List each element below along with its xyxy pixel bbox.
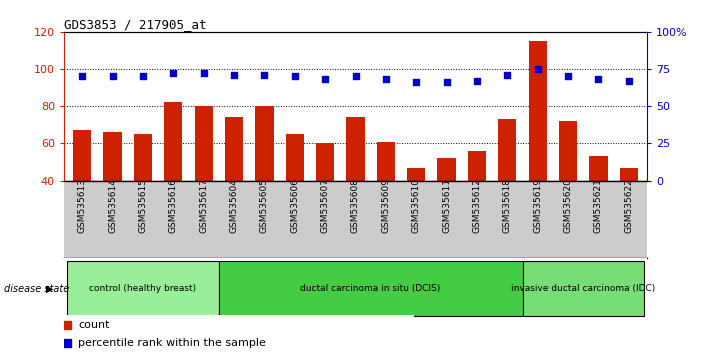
Point [502, 72, 513, 78]
Text: GDS3853 / 217905_at: GDS3853 / 217905_at [64, 18, 206, 31]
Text: control (healthy breast): control (healthy breast) [90, 284, 196, 293]
Bar [104, 132, 122, 255]
Bar [437, 158, 456, 255]
Bar [620, 167, 638, 255]
Bar [225, 118, 243, 255]
Bar [219, 261, 523, 316]
Bar [73, 130, 91, 255]
Point [137, 74, 149, 79]
Bar [377, 142, 395, 255]
Bar [67, 261, 219, 316]
Point [289, 74, 301, 79]
Bar [286, 134, 304, 255]
Bar [195, 106, 213, 255]
Point [77, 74, 88, 79]
Bar [134, 134, 152, 255]
Point [62, 340, 73, 346]
Bar [164, 103, 183, 255]
Bar [589, 156, 607, 255]
Text: ▶: ▶ [46, 284, 53, 293]
Point [471, 78, 483, 84]
Bar [528, 41, 547, 255]
Point [350, 74, 361, 79]
Bar [316, 143, 334, 255]
Point [532, 66, 543, 72]
Point [168, 71, 179, 76]
Text: invasive ductal carcinoma (IDC): invasive ductal carcinoma (IDC) [511, 284, 656, 293]
Bar [559, 121, 577, 255]
Point [62, 322, 73, 328]
Point [562, 74, 574, 79]
Point [319, 76, 331, 82]
Text: percentile rank within the sample: percentile rank within the sample [78, 338, 266, 348]
Point [380, 76, 392, 82]
Bar [468, 151, 486, 255]
Bar [407, 167, 425, 255]
Point [198, 71, 209, 76]
Bar [523, 261, 644, 316]
Point [623, 78, 634, 84]
Point [441, 80, 452, 85]
Text: disease state: disease state [4, 284, 69, 293]
Text: count: count [78, 320, 109, 330]
Point [410, 80, 422, 85]
Point [107, 74, 118, 79]
Bar [255, 106, 274, 255]
Point [228, 72, 240, 78]
Point [259, 72, 270, 78]
Bar [498, 119, 516, 255]
Bar [346, 118, 365, 255]
Point [593, 76, 604, 82]
Text: ductal carcinoma in situ (DCIS): ductal carcinoma in situ (DCIS) [301, 284, 441, 293]
